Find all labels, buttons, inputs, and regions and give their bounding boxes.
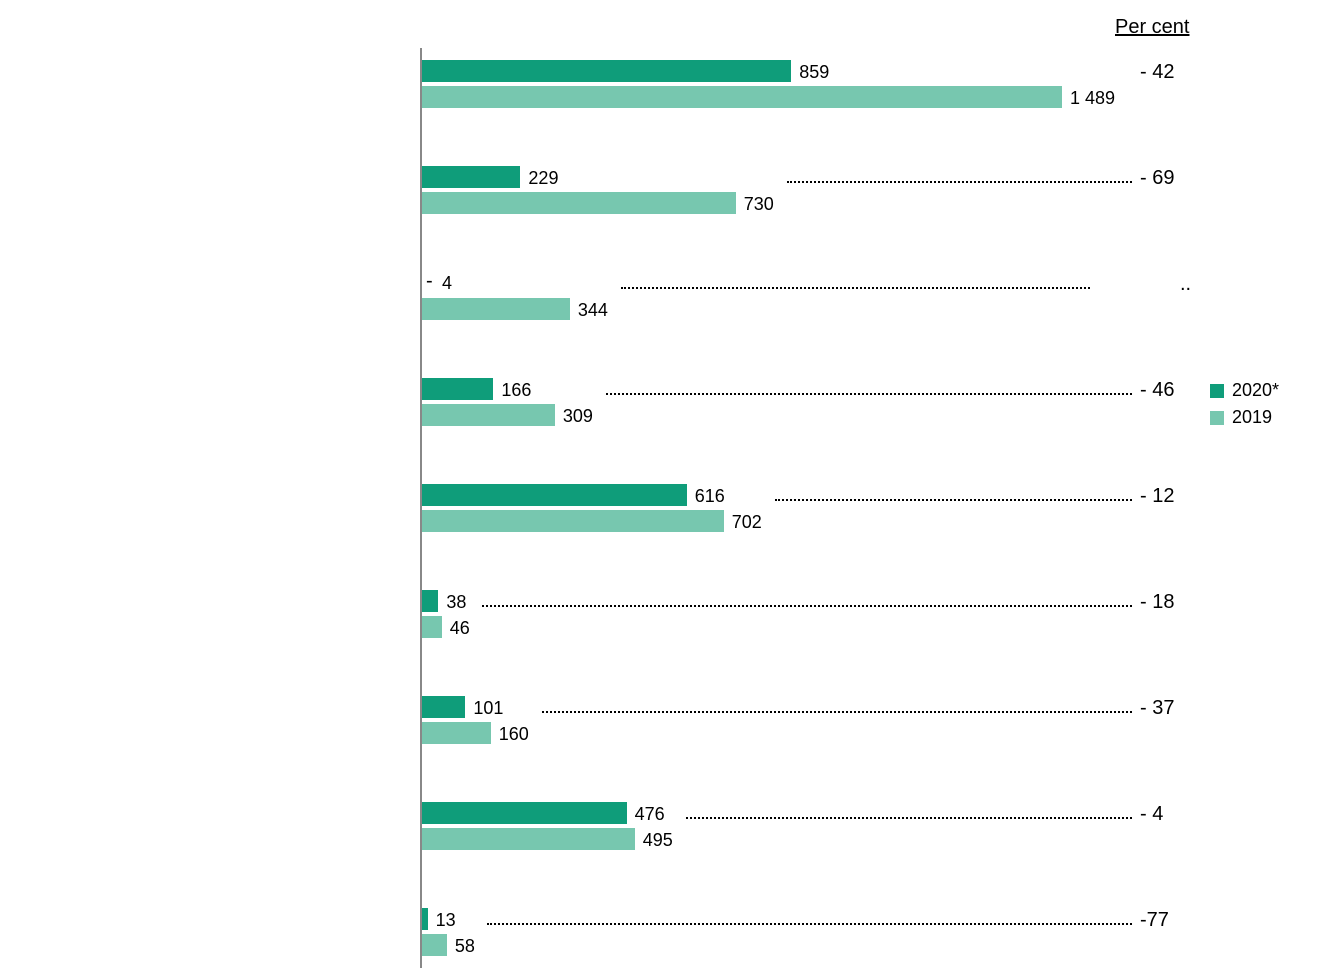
bar [422,86,1062,108]
percent-change: - 4 [1140,803,1163,826]
bar-value-label: 166 [501,380,531,401]
bar [422,404,555,426]
fdi-bar-chart: Per cent 2020* 2019 World8591 489- 42Dev… [0,0,1324,809]
bar-value-label: 730 [744,194,774,215]
legend-swatch-2020 [1210,384,1224,398]
bar-value-label: 476 [635,804,665,825]
bar-value-label: 38 [446,592,466,613]
bar-value-label: 46 [450,618,470,639]
bar-value-label: 495 [643,830,673,851]
legend-label-2020: 2020* [1232,380,1279,401]
bar [422,484,687,506]
percent-change: - 46 [1140,379,1174,402]
percent-change: .. [1180,273,1191,296]
legend-item-2019: 2019 [1210,407,1304,428]
bar [422,378,493,400]
bar-value-label: 702 [732,512,762,533]
bar-value-label: 309 [563,406,593,427]
bar-value-label: 859 [799,62,829,83]
bar [422,828,635,850]
leader-dotted [542,711,1132,713]
bar-value-label: 101 [473,698,503,719]
percent-change: - 12 [1140,485,1174,508]
bar [422,802,627,824]
bar [422,696,465,718]
legend-swatch-2019 [1210,411,1224,425]
leader-dotted [621,287,1090,289]
bar [422,616,442,638]
leader-dotted [606,393,1132,395]
percent-change: - 69 [1140,167,1174,190]
bar [422,192,736,214]
bar-value-label: 13 [436,910,456,931]
percent-change: - 37 [1140,697,1174,720]
leader-dotted [787,181,1132,183]
legend-label-2019: 2019 [1232,407,1272,428]
leader-dotted [775,499,1132,501]
bar [422,298,570,320]
bar-value-label: 160 [499,724,529,745]
bar [422,166,520,188]
legend-item-2020: 2020* [1210,380,1304,401]
bar-value-label: 4 [442,273,452,294]
bar [422,590,438,612]
bar [422,934,447,956]
bar [422,60,791,82]
percent-change: - 18 [1140,591,1174,614]
leader-dotted [487,923,1132,925]
bar [422,510,724,532]
bar-value-label: 616 [695,486,725,507]
bar [422,722,491,744]
percent-change: - 42 [1140,61,1174,84]
percent-header: Per cent [1115,16,1189,39]
negative-indicator: - [426,270,433,293]
bar [422,908,428,930]
bar-value-label: 229 [528,168,558,189]
leader-dotted [686,817,1132,819]
percent-change: -77 [1140,909,1169,932]
bar-value-label: 1 489 [1070,88,1115,109]
chart-legend: 2020* 2019 [1210,380,1304,434]
bar-value-label: 344 [578,300,608,321]
leader-dotted [482,605,1132,607]
bar-value-label: 58 [455,936,475,957]
